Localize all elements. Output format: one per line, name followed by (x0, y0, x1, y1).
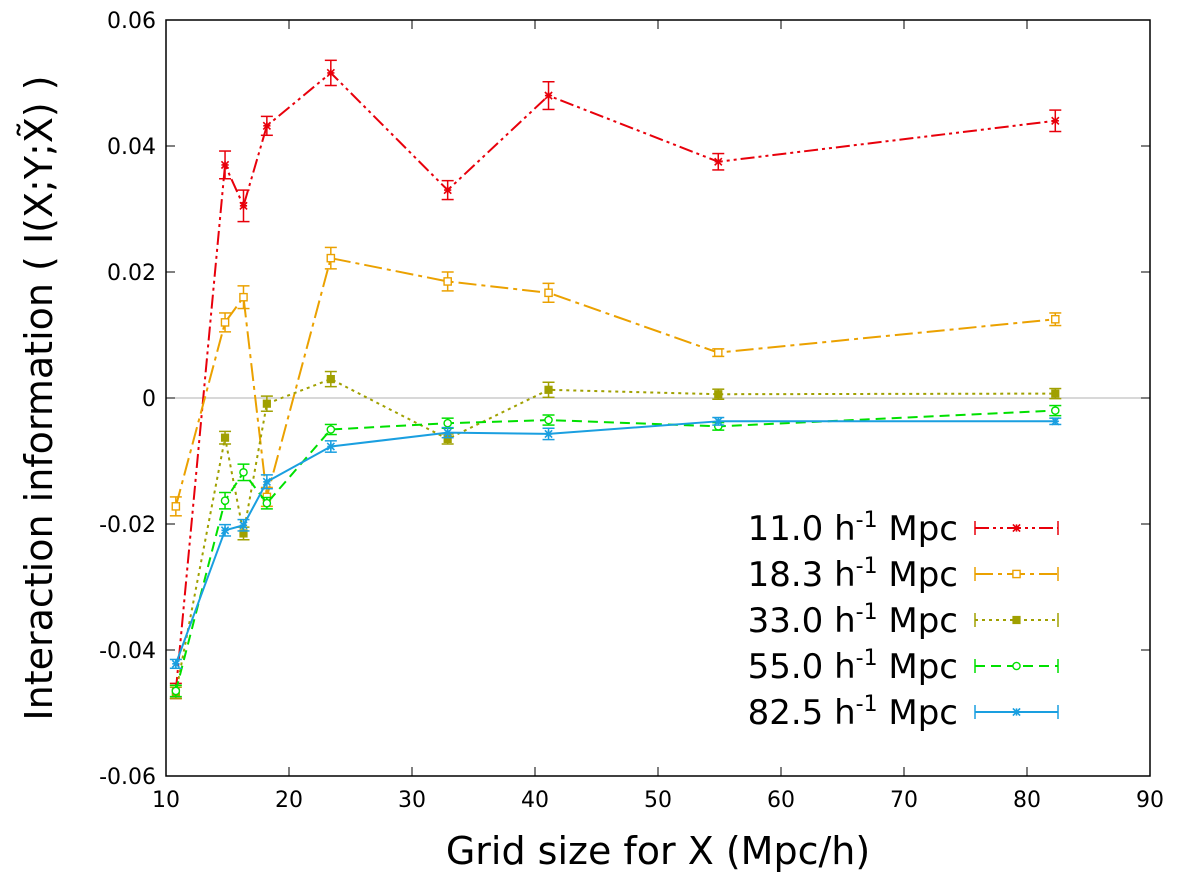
legend-label: 11.0 h-1 Mpc (748, 508, 958, 549)
series-line-18.3 (174, 257, 1056, 507)
data-point (1050, 406, 1060, 415)
x-tick-label: 50 (644, 788, 672, 813)
legend-entry-11.0: 11.0 h-1 Mpc (748, 508, 1059, 549)
series-layer (169, 59, 1062, 700)
data-point (1050, 314, 1060, 324)
y-tick-label: -0.02 (99, 513, 156, 538)
legend-label: 82.5 h-1 Mpc (748, 692, 958, 733)
data-point (1051, 389, 1060, 398)
data-point (171, 686, 181, 696)
x-tick-label: 90 (1136, 788, 1164, 813)
x-tick-label: 20 (275, 788, 303, 813)
legend-marker (1012, 569, 1021, 579)
data-point (326, 375, 335, 384)
data-point (714, 390, 723, 399)
data-point (544, 91, 553, 100)
data-point (220, 496, 230, 505)
legend-entry-33.0: 33.0 h-1 Mpc (748, 600, 1059, 641)
data-point (220, 433, 230, 442)
legend-entry-55.0: 55.0 h-1 Mpc (748, 646, 1059, 687)
y-tick-label: -0.04 (99, 639, 156, 664)
data-point (544, 429, 553, 439)
data-point (220, 318, 230, 327)
series-line-11.0 (174, 71, 1056, 692)
x-tick-label: 70 (890, 788, 918, 813)
legend: 11.0 h-1 Mpc 18.3 h-1 Mpc 33.0 h-1 Mpc 55.0… (748, 508, 1059, 733)
data-point (171, 659, 181, 669)
data-point (443, 277, 452, 286)
legend-entry-18.3: 18.3 h-1 Mpc (748, 554, 1059, 595)
legend-marker (1012, 661, 1021, 671)
data-point (544, 288, 553, 298)
data-point (262, 399, 271, 408)
series-82.5 (169, 416, 1062, 670)
data-point (326, 442, 335, 451)
data-point (262, 477, 272, 486)
x-tick-label: 10 (152, 788, 180, 813)
data-point (443, 418, 452, 428)
y-tick-label: 0 (142, 387, 156, 412)
data-point (544, 385, 553, 394)
legend-entry-82.5: 82.5 h-1 Mpc (748, 692, 1059, 733)
data-point (443, 428, 452, 437)
series-line-55.0 (174, 409, 1056, 692)
data-point (239, 201, 248, 211)
legend-label: 33.0 h-1 Mpc (748, 600, 958, 641)
legend-marker (1012, 615, 1021, 625)
legend-label: 18.3 h-1 Mpc (748, 554, 958, 595)
y-tick-label: 0.02 (107, 261, 156, 286)
data-point (326, 253, 336, 263)
y-axis-title: Interaction information ( I(X;Y;X̃) ) (17, 75, 61, 720)
x-tick-label: 40 (521, 788, 549, 813)
data-point (220, 160, 230, 170)
data-point (443, 185, 452, 195)
data-point (326, 68, 335, 78)
data-point (239, 468, 248, 477)
x-axis-title: Grid size for X (Mpc/h) (446, 829, 870, 873)
data-point (262, 121, 272, 131)
legend-marker (1012, 523, 1021, 533)
data-point (220, 526, 230, 535)
data-point (713, 348, 723, 357)
data-point (544, 415, 553, 425)
x-tick-label: 30 (398, 788, 426, 813)
legend-label: 55.0 h-1 Mpc (748, 646, 958, 687)
ticks-layer: 10 20 30 40 50 60 70 80 90 -0.06 -0.04 -0.02 0 0.02 0.… (99, 9, 1164, 813)
data-point (171, 502, 181, 511)
y-tick-label: 0.04 (107, 135, 156, 160)
data-point (1051, 417, 1060, 426)
data-point (239, 292, 248, 302)
x-tick-label: 60 (767, 788, 795, 813)
data-point (262, 498, 272, 508)
data-point (326, 425, 336, 434)
data-point (714, 157, 723, 166)
x-tick-label: 80 (1013, 788, 1041, 813)
data-point (714, 417, 723, 426)
data-point (1051, 116, 1060, 125)
y-tick-label: -0.06 (99, 765, 156, 790)
series-18.3 (169, 246, 1062, 517)
y-tick-label: 0.06 (107, 9, 156, 34)
legend-marker (1012, 707, 1021, 717)
data-point (239, 521, 248, 530)
